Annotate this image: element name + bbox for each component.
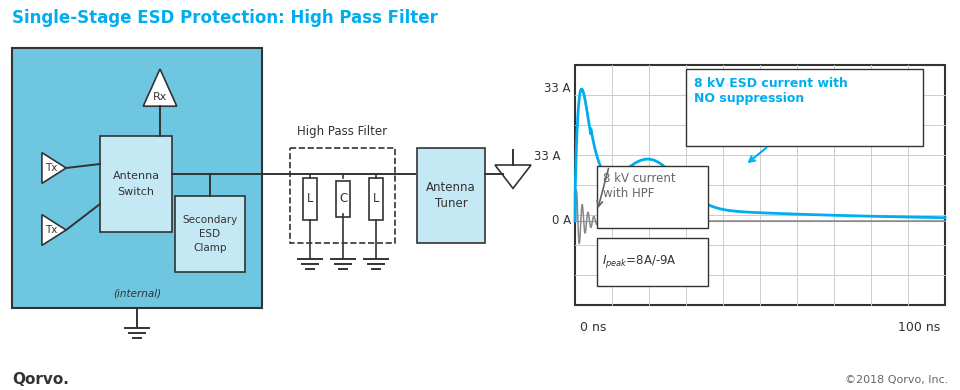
- Bar: [597, 166, 708, 228]
- Text: C: C: [339, 193, 348, 206]
- Text: L: L: [307, 193, 313, 206]
- Text: 33 A: 33 A: [534, 151, 561, 163]
- Text: L: L: [372, 193, 379, 206]
- Text: $I_{peak}$=8A/-9A: $I_{peak}$=8A/-9A: [602, 253, 677, 270]
- Text: 8 kV current
with HPF: 8 kV current with HPF: [603, 172, 676, 200]
- Text: Tx: Tx: [45, 225, 58, 235]
- Text: Antenna: Antenna: [426, 181, 476, 194]
- Bar: [12, 48, 262, 308]
- Bar: [175, 196, 245, 272]
- Bar: [336, 181, 350, 217]
- Text: Qorvo.: Qorvo.: [12, 372, 69, 388]
- Text: High Pass Filter: High Pass Filter: [298, 125, 388, 138]
- Polygon shape: [495, 165, 531, 188]
- Text: Secondary: Secondary: [182, 215, 238, 225]
- Text: Switch: Switch: [117, 187, 155, 197]
- Bar: [100, 136, 172, 232]
- Bar: [417, 148, 485, 243]
- Text: 0 ns: 0 ns: [580, 321, 607, 334]
- Polygon shape: [42, 215, 66, 245]
- Text: Tx: Tx: [45, 163, 58, 173]
- Bar: [303, 178, 317, 220]
- Polygon shape: [42, 152, 66, 183]
- Text: Clamp: Clamp: [193, 243, 227, 253]
- Text: ESD: ESD: [200, 229, 221, 239]
- Text: Tuner: Tuner: [435, 197, 468, 210]
- Bar: [686, 69, 923, 146]
- Text: (internal): (internal): [113, 289, 161, 299]
- Text: Single-Stage ESD Protection: High Pass Filter: Single-Stage ESD Protection: High Pass F…: [12, 9, 438, 27]
- Bar: [290, 148, 395, 243]
- Bar: [575, 65, 945, 305]
- Text: 100 ns: 100 ns: [898, 321, 940, 334]
- Polygon shape: [143, 69, 177, 106]
- Text: 33 A: 33 A: [544, 83, 571, 96]
- Text: Antenna: Antenna: [112, 171, 159, 181]
- Text: 8 kV ESD current with
NO suppression: 8 kV ESD current with NO suppression: [694, 77, 848, 105]
- Text: ©2018 Qorvo, Inc.: ©2018 Qorvo, Inc.: [845, 375, 948, 385]
- Text: Rx: Rx: [153, 92, 167, 102]
- Bar: [369, 178, 383, 220]
- Bar: [597, 238, 708, 286]
- Text: 0 A: 0 A: [552, 215, 571, 227]
